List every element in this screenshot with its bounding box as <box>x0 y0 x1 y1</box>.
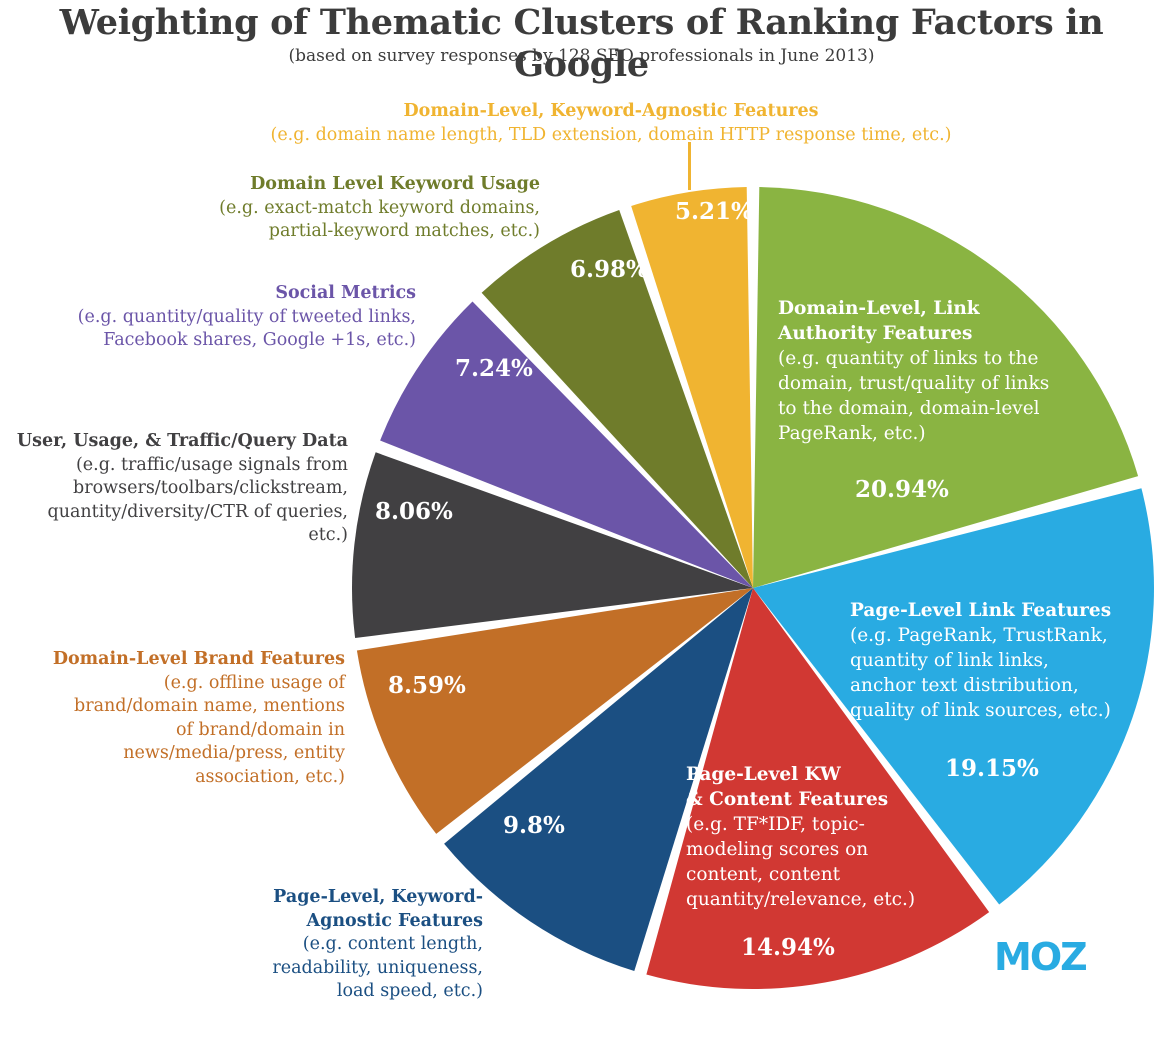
callout-line: Facebook shares, Google +1s, etc.) <box>103 330 416 350</box>
pie-slice[interactable] <box>753 488 1155 905</box>
pie-slice[interactable] <box>631 187 753 589</box>
pie-slice-group <box>352 187 1155 989</box>
value-label-domain-level-brand: 8.59% <box>388 672 466 699</box>
inlabel-heading: Domain-Level, Link <box>778 298 980 319</box>
callout-heading: Agnostic Features <box>306 910 484 931</box>
value-label-user-usage-traffic-query: 8.06% <box>375 498 453 525</box>
value-label-page-level-link-features: 19.15% <box>945 755 1039 782</box>
callout-page-level-keyword-agnostic: Page-Level, Keyword- Agnostic Features (… <box>196 886 483 1004</box>
inlabel-line: anchor text distribution, <box>850 675 1079 696</box>
inlabel-heading: Authority Features <box>778 323 973 344</box>
value-label-page-level-kw-content: 14.94% <box>741 934 835 961</box>
page-subtitle: (based on survey responses by 128 SEO pr… <box>288 46 875 66</box>
pie-slice[interactable] <box>356 588 753 834</box>
inlabel-line: (e.g. quantity of links to the <box>778 348 1039 369</box>
value-label-domain-level-keyword-usage: 6.98% <box>570 256 648 283</box>
inlabel-line: quantity of link links, <box>850 650 1049 671</box>
callout-heading: User, Usage, & Traffic/Query Data <box>16 431 348 451</box>
pie-slice[interactable] <box>753 187 1139 589</box>
pie-slice[interactable] <box>444 588 753 972</box>
inlabel-line: modeling scores on <box>686 839 869 860</box>
value-label-domain-level-link-authority: 20.94% <box>855 476 949 503</box>
callout-line: partial-keyword matches, etc.) <box>268 221 540 241</box>
callout-line: browsers/toolbars/clickstream, <box>73 478 348 498</box>
callout-domain-level-keyword-usage: Domain Level Keyword Usage (e.g. exact-m… <box>170 173 540 244</box>
inlabel-line: PageRank, etc.) <box>778 423 926 444</box>
callout-heading: Social Metrics <box>275 283 416 303</box>
callout-domain-level-keyword-agnostic: Domain-Level, Keyword-Agnostic Features … <box>232 100 990 147</box>
callout-line: (e.g. exact-match keyword domains, <box>219 197 540 218</box>
callout-line: brand/domain name, mentions <box>74 696 345 716</box>
pie-slice[interactable] <box>646 588 990 989</box>
callout-line: news/media/press, entity <box>123 743 345 763</box>
inlabel-page-level-link-features: Page-Level Link Features (e.g. PageRank,… <box>850 598 1140 723</box>
inlabel-line: (e.g. TF*IDF, topic- <box>686 814 865 835</box>
page-title: Weighting of Thematic Clusters of Rankin… <box>59 2 1104 85</box>
callout-heading: Domain Level Keyword Usage <box>250 174 540 194</box>
value-label-social-metrics: 7.24% <box>455 355 533 382</box>
inlabel-heading: Page-Level Link Features <box>850 600 1112 621</box>
callout-heading: Page-Level, Keyword- <box>273 887 483 907</box>
inlabel-line: (e.g. PageRank, TrustRank, <box>850 625 1108 646</box>
callout-line: readability, uniqueness, <box>272 957 483 978</box>
inlabel-page-level-kw-content-features: Page-Level KW & Content Features (e.g. T… <box>686 762 936 912</box>
inlabel-line: domain, trust/quality of links <box>778 373 1050 394</box>
callout-domain-level-brand-features: Domain-Level Brand Features (e.g. offlin… <box>28 648 345 789</box>
callout-heading: Domain-Level, Keyword-Agnostic Features <box>403 101 819 121</box>
inlabel-domain-level-link-authority: Domain-Level, Link Authority Features (e… <box>778 296 1088 446</box>
callout-line: load speed, etc.) <box>336 981 483 1001</box>
inlabel-line: to the domain, domain-level <box>778 398 1040 419</box>
callout-line: (e.g. quantity/quality of tweeted links, <box>77 306 416 327</box>
inlabel-line: quantity/relevance, etc.) <box>686 889 916 910</box>
inlabel-heading: Page-Level KW <box>686 764 841 785</box>
pie-slice[interactable] <box>481 209 753 588</box>
value-label-domain-level-keyword-agnostic: 5.21% <box>675 198 753 225</box>
callout-line: (e.g. traffic/usage signals from <box>75 454 348 475</box>
callout-user-usage-traffic-query-data: User, Usage, & Traffic/Query Data (e.g. … <box>4 430 348 548</box>
gold-leader-line <box>688 142 691 190</box>
pie-slice[interactable] <box>352 452 753 639</box>
inlabel-heading: & Content Features <box>686 789 889 810</box>
callout-line: (e.g. content length, <box>302 934 483 954</box>
callout-line: of brand/domain in <box>175 719 345 740</box>
callout-line: quantity/diversity/CTR of queries, <box>47 501 349 522</box>
inlabel-line: content, content <box>686 864 841 885</box>
inlabel-line: quality of link sources, etc.) <box>850 700 1111 721</box>
moz-logo: MOZ <box>994 935 1088 979</box>
callout-line: (e.g. offline usage of <box>163 672 345 693</box>
callout-line: (e.g. domain name length, TLD extension,… <box>270 124 952 145</box>
callout-line: etc.) <box>308 525 348 545</box>
value-label-page-level-keyword-agnostic: 9.8% <box>503 812 565 839</box>
callout-heading: Domain-Level Brand Features <box>52 649 345 669</box>
pie-slice[interactable] <box>380 301 753 588</box>
callout-line: association, etc.) <box>195 766 345 787</box>
callout-social-metrics: Social Metrics (e.g. quantity/quality of… <box>30 282 416 353</box>
